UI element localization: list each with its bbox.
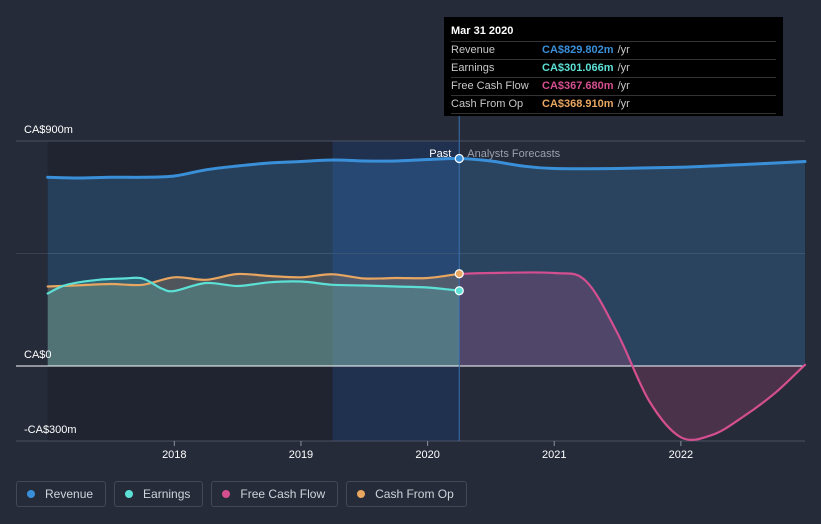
legend-label: Earnings: [143, 487, 191, 501]
y-axis-label: CA$0: [24, 349, 52, 361]
legend-item-free-cash-flow[interactable]: Free Cash Flow: [211, 481, 339, 507]
tooltip-row-free-cash-flow: Free Cash Flow CA$367.680m /yr: [451, 77, 776, 95]
tooltip-label: Free Cash Flow: [451, 80, 529, 92]
legend-dot-icon: [125, 490, 134, 498]
x-axis-label: 2020: [415, 449, 439, 461]
series-line-free-cash-flow: [458, 271, 807, 441]
x-axis-label: 2022: [669, 449, 693, 461]
y-axis-label: CA$900m: [24, 124, 73, 136]
series-area-revenue: [47, 158, 805, 366]
legend-dot-icon: [357, 490, 366, 498]
highlight-region: [332, 141, 460, 441]
series-area-earnings: [47, 277, 460, 366]
tooltip-value: CA$367.680m: [542, 80, 614, 92]
legend-label: Revenue: [45, 487, 94, 501]
tooltip-label: Cash From Op: [451, 98, 524, 110]
legend-item-revenue[interactable]: Revenue: [16, 481, 107, 507]
tooltip-unit: /yr: [617, 98, 630, 110]
marker-earnings: [454, 286, 464, 296]
tooltip-unit: /yr: [617, 62, 630, 74]
legend: Revenue Earnings Free Cash Flow Cash Fro…: [16, 481, 467, 507]
legend-dot-icon: [222, 490, 231, 498]
past-region: [47, 141, 333, 441]
x-axis-label: 2018: [162, 449, 186, 461]
legend-item-earnings[interactable]: Earnings: [114, 481, 204, 507]
series-line-earnings: [46, 276, 461, 295]
tooltip-value: CA$368.910m: [542, 98, 614, 110]
tooltip: Mar 31 2020 Revenue CA$829.802m /yr Earn…: [444, 17, 783, 116]
tooltip-row-earnings: Earnings CA$301.066m /yr: [451, 59, 776, 77]
tooltip-row-cash-from-op: Cash From Op CA$368.910m /yr: [451, 95, 776, 114]
legend-label: Cash From Op: [375, 487, 454, 501]
x-axis-label: 2019: [289, 449, 313, 461]
tooltip-row-revenue: Revenue CA$829.802m /yr: [451, 41, 776, 59]
series-line-revenue: [46, 156, 807, 180]
forecast-label: Analysts Forecasts: [467, 148, 560, 160]
legend-dot-icon: [27, 490, 35, 498]
marker-cash-from-op: [454, 269, 464, 279]
tooltip-value: CA$301.066m: [542, 62, 614, 74]
x-axis-label: 2021: [542, 449, 566, 461]
marker-revenue: [454, 153, 464, 164]
tooltip-label: Earnings: [451, 62, 495, 74]
legend-label: Free Cash Flow: [240, 487, 326, 501]
y-axis-label: -CA$300m: [24, 424, 77, 436]
legend-item-cash-from-op[interactable]: Cash From Op: [346, 481, 467, 507]
series-area-cash-from-op: [47, 273, 460, 366]
series-area-free-cash-flow: [459, 272, 805, 440]
tooltip-label: Revenue: [451, 44, 496, 56]
tooltip-value: CA$829.802m: [542, 44, 614, 56]
tooltip-unit: /yr: [617, 44, 630, 56]
tooltip-date: Mar 31 2020: [451, 25, 514, 37]
tooltip-unit: /yr: [617, 80, 630, 92]
series-line-cash-from-op: [46, 272, 461, 288]
past-label: Past: [429, 148, 451, 160]
